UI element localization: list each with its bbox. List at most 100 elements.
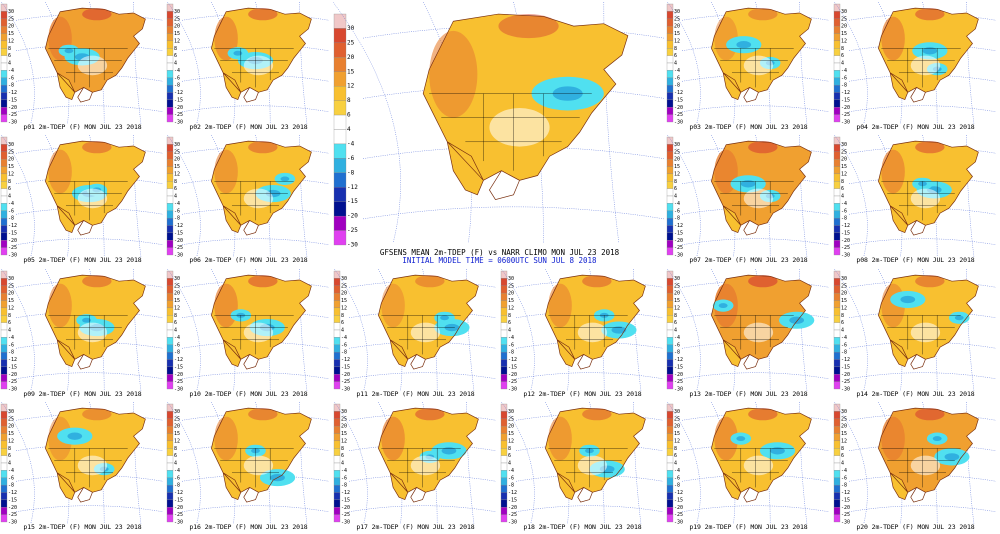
colorbar-label: -25 (174, 379, 183, 385)
member-map-p05: 30 25 20 15 12 8 6 4 -4 -6 -8 -12 -15 -20 -25 -30 p05 2m… (0, 133, 165, 265)
coastline (378, 408, 478, 502)
member-map-p11: 30 25 20 15 12 8 6 4 -4 -6 -8 -12 -15 -20 -25 -30 p11 2m… (333, 267, 498, 399)
colorbar-label: 12 (508, 438, 514, 444)
member-map-title: p05 2m-TDEP (F) MON JUL 23 2018 (23, 256, 142, 264)
colorbar-label: 12 (841, 305, 847, 311)
colorbar-swatch (666, 448, 674, 456)
graticule-line (849, 373, 996, 379)
colorbar-label: 25 (8, 149, 14, 155)
colorbar-swatch (166, 144, 174, 152)
colorbar-swatch (333, 307, 341, 316)
colorbar-label: -30 (841, 520, 850, 526)
colorbar-label: 4 (174, 61, 177, 67)
near-normal-area (743, 455, 774, 476)
colorbar-swatch (166, 195, 174, 204)
colorbar-swatch (166, 114, 174, 123)
colorbar-label: -25 (841, 512, 850, 518)
colorbar-swatch (500, 344, 508, 353)
political-boundaries (214, 448, 293, 487)
colorbar-swatch (166, 136, 174, 145)
colorbar-label: -6 (8, 75, 14, 81)
colorbar-swatch (666, 270, 674, 279)
colorbar-swatch (666, 455, 674, 464)
strong-warm-anomaly (248, 275, 278, 288)
colorbar-swatch (666, 18, 674, 27)
colorbar-label: 6 (674, 320, 677, 326)
coastline (378, 275, 478, 369)
colorbar-swatch (500, 455, 508, 464)
colorbar-label: -4 (341, 335, 347, 341)
colorbar-label: 30 (841, 142, 847, 148)
colorbar-label: -30 (8, 387, 17, 393)
colorbar-label: -20 (174, 372, 183, 378)
colorbar-label: -4 (841, 201, 847, 207)
cold-anomaly-core (67, 432, 83, 440)
colorbar-label: -20 (8, 238, 17, 244)
colorbar-swatch (166, 217, 174, 226)
colorbar-swatch (333, 230, 347, 246)
colorbar-label: -15 (174, 497, 183, 503)
warm-anomaly-area (57, 72, 75, 100)
colorbar-swatch (833, 307, 841, 316)
graticule-line (1, 2, 34, 124)
colorbar-swatch (166, 344, 174, 353)
colorbar-label: -25 (508, 379, 517, 385)
graticule-line (182, 106, 329, 112)
colorbar-swatch (333, 300, 341, 309)
member-map-title: p01 2m-TDEP (F) MON JUL 23 2018 (23, 123, 142, 131)
colorbar-label: -25 (341, 512, 350, 518)
colorbar-swatch (0, 107, 8, 115)
political-boundaries (48, 181, 127, 220)
cold-anomaly-core (718, 303, 728, 309)
colorbar-label: 30 (841, 409, 847, 415)
colorbar-swatch (333, 455, 341, 464)
warm-anomaly-area (890, 472, 908, 500)
colorbar-label: -6 (347, 155, 355, 162)
colorbar-label: 30 (174, 142, 180, 148)
near-normal-area (77, 188, 108, 209)
colorbar-swatch (833, 62, 841, 71)
colorbar-swatch (666, 232, 674, 241)
colorbar-label: 20 (341, 291, 347, 297)
strong-warm-anomaly (748, 408, 778, 421)
colorbar-swatch (166, 55, 174, 64)
member-map-p14: 30 25 20 15 12 8 6 4 -4 -6 -8 -12 -15 -20 -25 -30 p14 2m… (833, 267, 998, 399)
colorbar-label: 4 (8, 461, 11, 467)
graticule-line (667, 2, 700, 124)
colorbar-label: 15 (841, 31, 847, 37)
colorbar-swatch (333, 492, 341, 501)
colorbar-label: 25 (508, 416, 514, 422)
colorbar-swatch (500, 462, 508, 471)
coastline (211, 275, 311, 369)
colorbar-swatch (166, 433, 174, 442)
colorbar-swatch (0, 411, 8, 419)
colorbar-swatch (0, 11, 8, 19)
graticule-line (182, 506, 329, 512)
colorbar-label: -8 (174, 483, 180, 489)
colorbar-swatch (166, 107, 174, 115)
colorbar-label: 30 (8, 276, 14, 282)
colorbar-swatch (166, 440, 174, 449)
colorbar-label: -6 (674, 75, 680, 81)
strong-warm-anomaly (548, 283, 572, 328)
warm-anomaly-area (223, 205, 241, 233)
colorbar-swatch (166, 507, 174, 515)
colorbar-label: -20 (674, 372, 683, 378)
member-map-p15: 30 25 20 15 12 8 6 4 -4 -6 -8 -12 -15 -20 -25 -30 p15 2m… (0, 400, 165, 532)
colorbar-label: -30 (174, 253, 183, 259)
warm-anomaly-area (57, 472, 75, 500)
colorbar-label: -30 (341, 520, 350, 526)
colorbar-label: 8 (674, 46, 677, 52)
colorbar-swatch (0, 507, 8, 515)
colorbar-label: 6 (674, 53, 677, 59)
colorbar-swatch (166, 425, 174, 434)
colorbar-swatch (0, 322, 8, 331)
colorbar-label: -4 (674, 335, 680, 341)
colorbar-label: 4 (174, 461, 177, 467)
colorbar-label: -6 (841, 75, 847, 81)
